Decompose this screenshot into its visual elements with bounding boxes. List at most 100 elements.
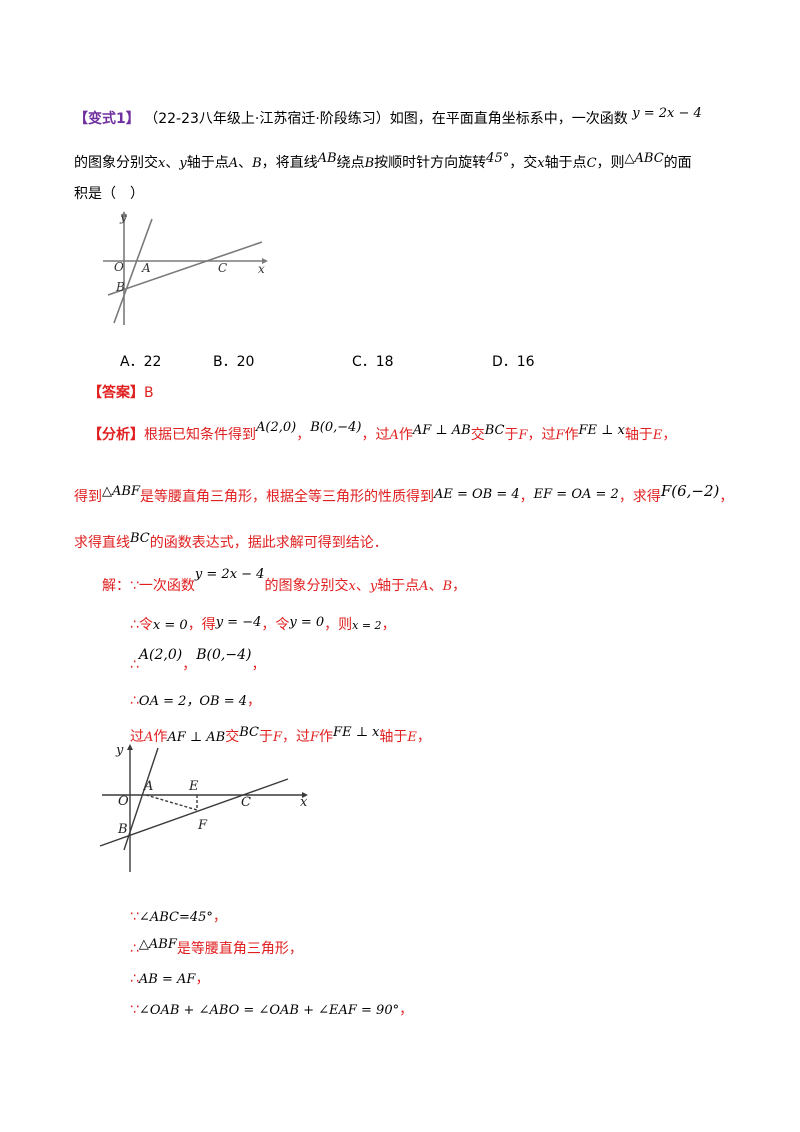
- line-bc: [99, 778, 289, 847]
- s-math: OA = 2，OB = 4: [138, 694, 248, 709]
- q-var: AB: [317, 151, 337, 166]
- s-math: y = 2x − 4: [194, 567, 265, 582]
- s-var: y: [369, 579, 378, 594]
- s-text: ∴: [130, 693, 139, 709]
- q-text: 、: [165, 155, 180, 171]
- s-var: A: [419, 579, 429, 594]
- a-math: △ABF: [102, 484, 140, 499]
- label-e: E: [188, 779, 199, 794]
- label-c: C: [218, 261, 227, 275]
- a-text: 作: [398, 427, 413, 443]
- s-text: ，: [247, 693, 262, 709]
- a-text: 是等腰直角三角形，根据全等三角形的性质得到: [139, 489, 434, 505]
- label-f: F: [197, 818, 208, 833]
- label-o: O: [114, 260, 124, 274]
- label-o: O: [118, 794, 129, 809]
- a-text: 轴于: [624, 427, 653, 443]
- x-arrow: [302, 792, 308, 798]
- question-line-3: 积是（ ）: [74, 186, 144, 202]
- a-var: F: [518, 428, 528, 443]
- s-math: ∠ABC=45°: [138, 910, 213, 925]
- a-math: B(0,−4): [310, 420, 362, 435]
- q-var: B: [364, 156, 375, 171]
- s-text: ，: [251, 657, 266, 673]
- a-math: AE = OB = 4: [433, 487, 520, 502]
- a-math: FE ⊥ x: [578, 423, 625, 438]
- option-b[interactable]: B．20: [213, 354, 255, 370]
- s-text: 是等腰直角三角形，: [176, 941, 303, 957]
- s-text: ∴: [130, 657, 139, 673]
- s-text: ，过: [282, 729, 311, 745]
- solution-line-5: 过A作AF ⊥ AB交BC于F，过F作FE ⊥ x轴于E，: [130, 725, 431, 746]
- line-bc: [107, 241, 263, 296]
- a-text: 交: [470, 427, 485, 443]
- s-math: y = −4: [215, 615, 262, 630]
- q-text: 、: [238, 155, 253, 171]
- option-c[interactable]: C．18: [352, 354, 394, 370]
- s-text: ∵: [130, 909, 139, 925]
- s-math: FE ⊥ x: [333, 725, 380, 740]
- a-text: ，: [519, 489, 534, 505]
- q-text: ，交: [509, 155, 538, 171]
- s-var: A: [144, 730, 154, 745]
- s-text: ，得: [187, 617, 216, 633]
- analysis-tag: 【分析】: [88, 427, 144, 443]
- s-var: F: [310, 730, 320, 745]
- analysis-line-3: 求得直线BC的函数表达式，据此求解可得到结论．: [74, 531, 388, 552]
- question-line-2: 的图象分别交x、y轴于点A、B，将直线AB绕点B按顺时针方向旋转45°，交x轴于…: [74, 151, 692, 172]
- line-ab: [113, 218, 153, 324]
- s-text: 、: [355, 578, 370, 594]
- q-text: ，则: [596, 155, 625, 171]
- a-text: 的函数表达式，据此求解可得到结论．: [149, 535, 388, 551]
- solution-line-4: ∴OA = 2，OB = 4，: [130, 690, 261, 710]
- option-a[interactable]: A．22: [120, 354, 162, 370]
- s-math: △ABF: [138, 937, 177, 952]
- label-a: A: [143, 779, 153, 794]
- s-text: ，: [182, 657, 197, 673]
- q-text: 绕点: [336, 155, 365, 171]
- a-math: BC: [484, 423, 505, 438]
- a-text: ，: [719, 489, 734, 505]
- option-d[interactable]: D．16: [492, 354, 535, 370]
- a-math: F(6,−2): [660, 482, 720, 500]
- question-tag: 【变式1】: [74, 111, 140, 127]
- q-var: △ABC: [624, 151, 664, 166]
- s-text: 解：∵一次函数: [102, 578, 195, 594]
- a-math: BC: [130, 531, 150, 546]
- s-text: ，: [381, 617, 396, 633]
- a-text: 求得直线: [74, 535, 130, 551]
- q-var: x: [537, 156, 545, 171]
- q-var: x: [158, 156, 166, 171]
- figure-1: y x O A B C: [103, 210, 268, 325]
- q-var: 45°: [486, 151, 510, 166]
- label-y: y: [115, 743, 124, 758]
- q-text: 按顺时针方向旋转: [374, 155, 487, 171]
- s-text: ，令: [261, 617, 290, 633]
- a-var: E: [652, 428, 663, 443]
- question-line-1: 【变式1】 （22-23八年级上·江苏宿迁·阶段练习）如图，在平面直角坐标系中，…: [74, 106, 702, 128]
- function-expression: y = 2x − 4: [632, 106, 702, 121]
- s-var: x: [348, 579, 356, 594]
- solution-line-7: ∴△ABF是等腰直角三角形，: [130, 937, 303, 958]
- q-text: 轴于点: [186, 155, 229, 171]
- a-math: EF = OA = 2: [533, 487, 619, 502]
- analysis-line-1: 【分析】根据已知条件得到A(2,0)，B(0,−4)，过A作AF ⊥ AB交BC…: [88, 420, 676, 444]
- a-math: AF ⊥ AB: [412, 423, 471, 438]
- a-text: ，: [296, 427, 311, 443]
- a-text: 根据已知条件得到: [144, 427, 256, 443]
- s-text: ，: [452, 578, 467, 594]
- analysis-line-2: 得到△ABF是等腰直角三角形，根据全等三角形的性质得到AE = OB = 4，E…: [74, 482, 734, 506]
- solution-line-6: ∵∠ABC=45°，: [130, 906, 227, 926]
- s-math: x = 2: [352, 619, 382, 632]
- y-arrow: [127, 744, 133, 750]
- s-text: 、: [428, 578, 443, 594]
- s-var: B: [442, 579, 453, 594]
- s-math: BC: [239, 725, 259, 740]
- s-math: AF ⊥ AB: [167, 730, 226, 745]
- a-text: 得到: [74, 489, 102, 505]
- a-text: ，过: [361, 427, 390, 443]
- label-c: C: [241, 795, 251, 810]
- q-var: B: [252, 156, 262, 171]
- s-text: ∴: [130, 941, 139, 957]
- answer-tag: 【答案】: [88, 385, 144, 401]
